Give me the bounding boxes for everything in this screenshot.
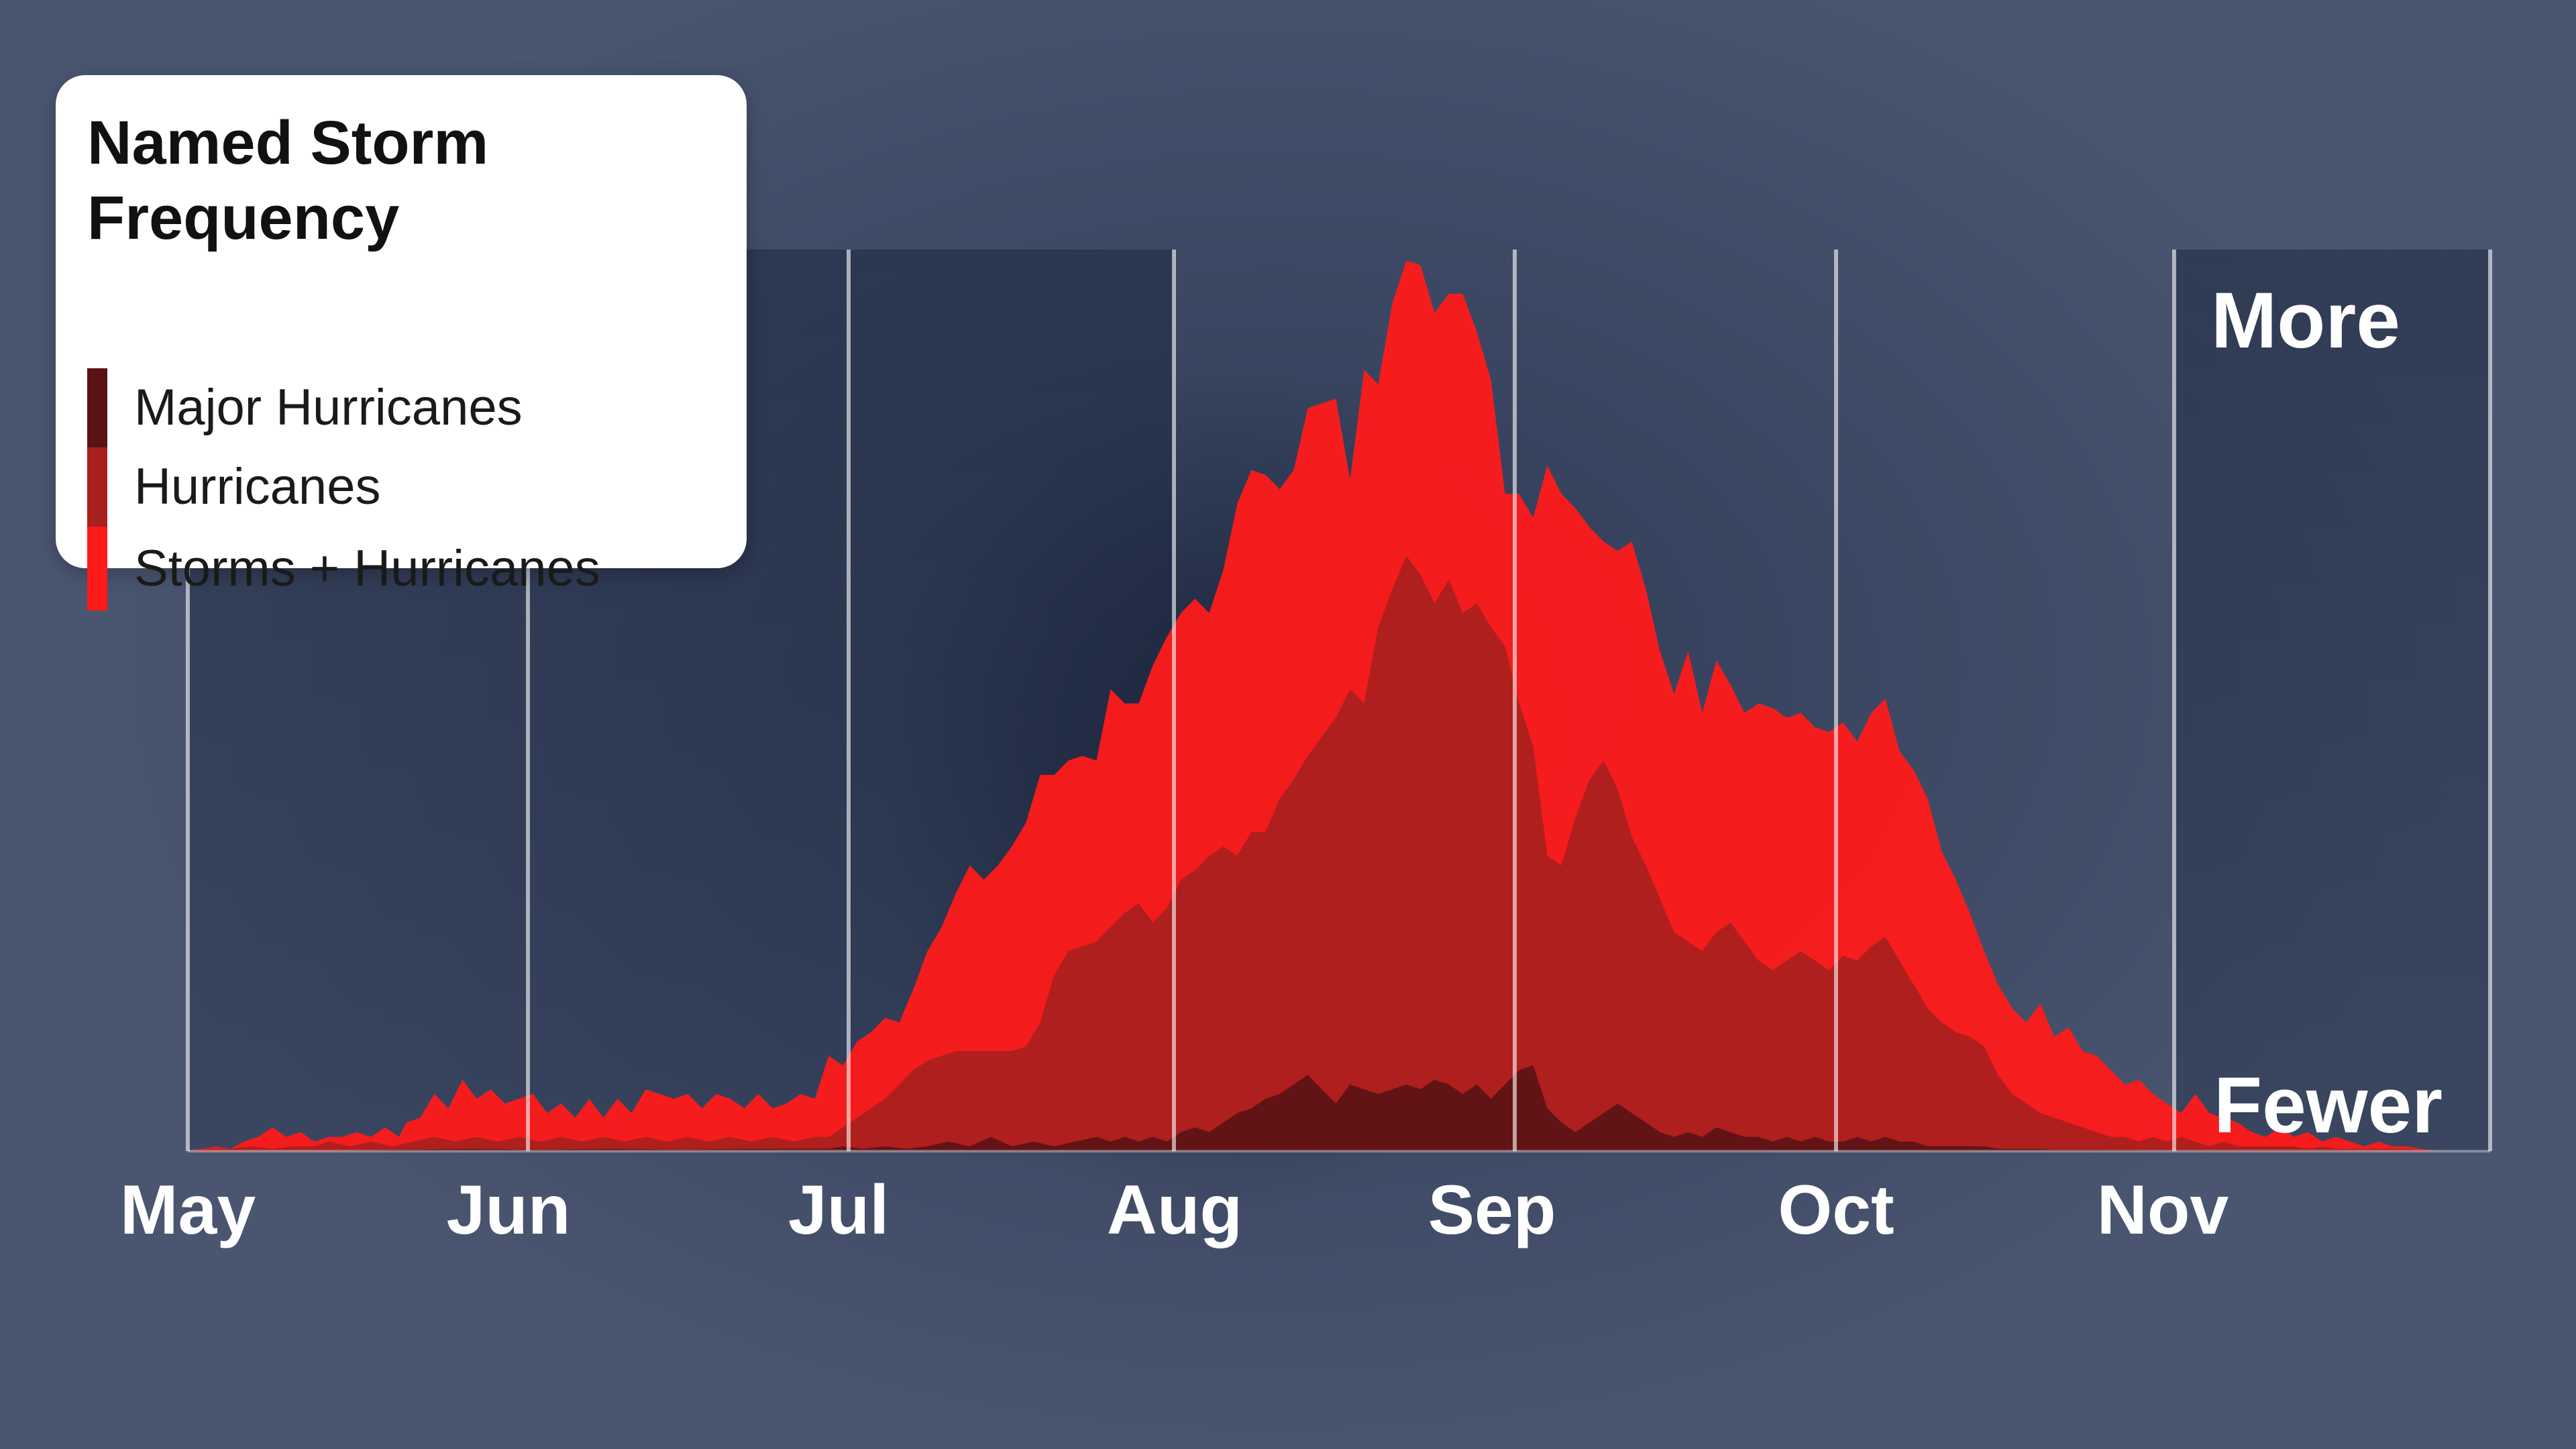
legend-title: Named Storm Frequency <box>87 109 489 252</box>
area-hurricanes <box>188 555 2435 1151</box>
hurricanes-swatch <box>87 447 107 527</box>
legend-label: Hurricanes <box>134 458 381 515</box>
more-label: More <box>2211 276 2400 365</box>
legend-item-hurricanes: Hurricanes <box>87 447 718 527</box>
area-storms-hurricanes <box>188 260 2435 1151</box>
legend-item-major-hurricanes: Major Hurricanes <box>87 368 718 447</box>
legend-label: Storms + Hurricanes <box>134 540 600 597</box>
x-tick-label: Sep <box>1428 1171 1556 1249</box>
month-band-shade <box>2174 250 2490 1151</box>
legend: Named Storm Frequency Major Hurricanes H… <box>56 75 747 610</box>
x-tick-label: Jun <box>446 1171 571 1249</box>
legend-label: Major Hurricanes <box>134 379 523 436</box>
legend-item-storms-hurricanes: Storms + Hurricanes <box>87 527 718 610</box>
major-hurricanes-swatch <box>87 368 107 447</box>
storms-hurricanes-swatch <box>87 527 107 610</box>
x-tick-label: Oct <box>1778 1171 1894 1249</box>
x-tick-label: May <box>119 1171 256 1249</box>
fewer-label: Fewer <box>2214 1061 2443 1150</box>
area-major-hurricanes <box>188 1065 2435 1151</box>
x-tick-label: Aug <box>1106 1171 1243 1249</box>
x-tick-label: Nov <box>2096 1171 2229 1249</box>
x-tick-label: Jul <box>788 1171 890 1249</box>
